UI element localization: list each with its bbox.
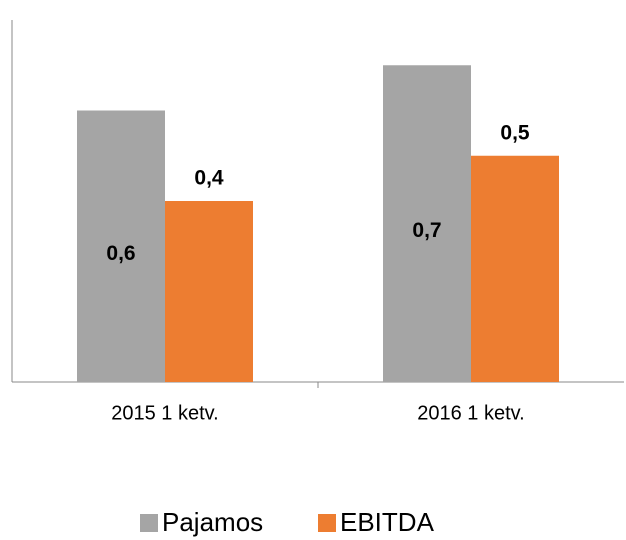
x-tick-label: 2015 1 ketv. (111, 402, 218, 424)
data-label: 0,6 (106, 242, 135, 265)
bar (165, 201, 253, 382)
legend-label: Pajamos (162, 507, 263, 537)
data-label: 0,5 (500, 121, 530, 144)
legend-swatch (318, 514, 336, 532)
bar (383, 65, 471, 382)
data-label: 0,7 (412, 219, 441, 242)
legend-swatch (140, 514, 158, 532)
data-label: 0,4 (194, 167, 224, 190)
legend-label: EBITDA (340, 507, 435, 537)
bar (77, 110, 165, 382)
x-tick-label: 2016 1 ketv. (417, 402, 524, 424)
bar (471, 155, 559, 382)
